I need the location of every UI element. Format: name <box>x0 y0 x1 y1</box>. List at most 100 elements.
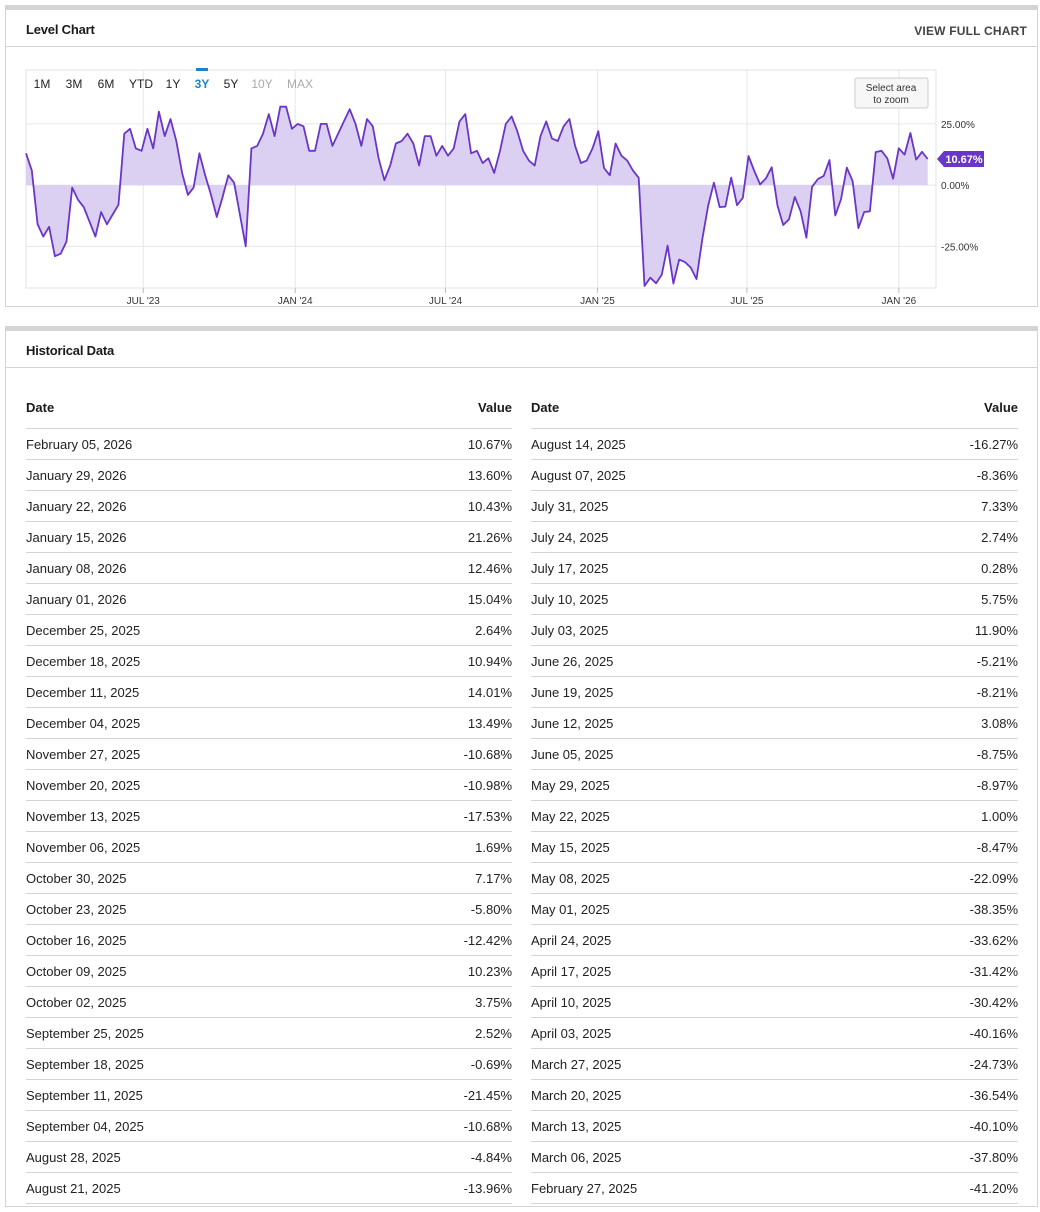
data-point <box>279 106 281 108</box>
data-point <box>915 158 917 160</box>
data-point <box>158 110 160 112</box>
view-full-chart-link[interactable]: VIEW FULL CHART <box>914 24 1027 38</box>
range-button-1y[interactable]: 1Y <box>166 77 181 91</box>
row-date: July 17, 2025 <box>531 561 609 576</box>
row-value: 12.46% <box>467 561 512 576</box>
data-point <box>112 213 114 215</box>
row-date: May 22, 2025 <box>531 809 610 824</box>
data-point <box>539 135 541 137</box>
level-chart[interactable]: 25.00% 0.00% -25.00% JUL '23 JAN '24 JUL '24 J… <box>6 47 1037 307</box>
data-point <box>123 133 125 135</box>
table-row: September 18, 2025 -0.69% <box>26 1049 512 1080</box>
row-value: -16.27% <box>969 437 1018 452</box>
data-point <box>65 240 67 242</box>
data-point <box>146 128 148 130</box>
row-value: -10.68% <box>463 747 512 762</box>
table-row: June 05, 2025 -8.75% <box>531 739 1018 770</box>
row-value: -8.97% <box>976 778 1018 793</box>
range-button-1m[interactable]: 1M <box>34 77 51 91</box>
range-button-3m[interactable]: 3M <box>66 77 83 91</box>
data-point <box>684 261 686 263</box>
table-row: September 11, 2025 -21.45% <box>26 1080 512 1111</box>
row-value: -13.96% <box>463 1181 512 1196</box>
row-date: January 01, 2026 <box>26 592 127 607</box>
zoom-hint-line-2: to zoom <box>873 95 909 106</box>
data-point <box>586 159 588 161</box>
data-point <box>724 205 726 207</box>
row-value: -0.69% <box>470 1057 512 1072</box>
data-point <box>927 158 929 160</box>
table-row: October 30, 2025 7.17% <box>26 863 512 894</box>
range-button-ytd[interactable]: YTD <box>129 77 153 91</box>
data-point <box>805 237 807 239</box>
row-date: May 01, 2025 <box>531 902 610 917</box>
table-row: April 17, 2025 -31.42% <box>531 956 1018 987</box>
table-row: November 06, 2025 1.69% <box>26 832 512 863</box>
row-value: 11.90% <box>974 623 1018 638</box>
range-button-6m[interactable]: 6M <box>98 77 115 91</box>
data-point <box>181 172 183 174</box>
data-point <box>152 147 154 149</box>
row-date: October 30, 2025 <box>26 871 127 886</box>
row-value: 10.67% <box>467 437 512 452</box>
data-point <box>418 164 420 166</box>
row-value: 10.23% <box>467 964 512 979</box>
table-row: April 10, 2025 -30.42% <box>531 987 1018 1018</box>
row-date: July 10, 2025 <box>531 592 609 607</box>
data-point <box>718 206 720 208</box>
data-point <box>129 128 131 130</box>
row-value: 3.08% <box>981 716 1018 731</box>
current-value-badge <box>937 150 984 167</box>
data-point <box>591 147 593 149</box>
table-row: June 26, 2025 -5.21% <box>531 646 1018 677</box>
row-value: -10.68% <box>463 1119 512 1134</box>
row-value: 0.28% <box>981 561 1018 576</box>
row-value: 7.33% <box>981 499 1018 514</box>
data-point <box>817 178 819 180</box>
table-row: November 20, 2025 -10.98% <box>26 770 512 801</box>
table-row: March 06, 2025 -37.80% <box>531 1142 1018 1173</box>
table-row: August 14, 2025 -16.27% <box>531 429 1018 460</box>
table-row: March 13, 2025 -40.10% <box>531 1111 1018 1142</box>
data-point <box>678 258 680 260</box>
data-point <box>614 142 616 144</box>
row-date: November 27, 2025 <box>26 747 141 762</box>
data-point <box>649 277 651 279</box>
data-point <box>580 162 582 164</box>
row-value: 2.52% <box>475 1026 512 1041</box>
table-row: December 04, 2025 13.49% <box>26 708 512 739</box>
data-point <box>192 186 194 188</box>
row-date: March 13, 2025 <box>531 1119 622 1134</box>
table-row: July 17, 2025 0.28% <box>531 553 1018 584</box>
row-value: -36.54% <box>969 1088 1018 1103</box>
row-date: August 14, 2025 <box>531 437 626 452</box>
row-value: -5.21% <box>976 654 1018 669</box>
row-value: -8.75% <box>976 747 1018 762</box>
table-header: Date Value <box>531 395 1018 429</box>
range-button-10y[interactable]: 10Y <box>251 77 272 91</box>
row-date: August 28, 2025 <box>26 1150 121 1165</box>
date-column-header: Date <box>531 400 560 415</box>
data-point <box>268 113 270 115</box>
row-value: 10.43% <box>467 499 512 514</box>
range-button-3y[interactable]: 3Y <box>195 77 210 91</box>
data-point <box>510 115 512 117</box>
range-button-max[interactable]: MAX <box>287 77 313 91</box>
y-tick-label: 25.00% <box>941 120 975 131</box>
row-value: 21.26% <box>467 530 512 545</box>
row-value: 2.74% <box>981 530 1018 545</box>
zoom-hint-line-1: Select area <box>866 83 917 94</box>
x-tick-label: JAN '24 <box>278 296 313 307</box>
data-point <box>140 150 142 152</box>
data-point <box>620 155 622 157</box>
data-point <box>823 175 825 177</box>
range-button-5y[interactable]: 5Y <box>224 77 239 91</box>
data-point <box>886 157 888 159</box>
data-point <box>285 106 287 108</box>
data-point <box>164 135 166 137</box>
data-point <box>424 135 426 137</box>
row-date: March 27, 2025 <box>531 1057 622 1072</box>
data-point <box>528 159 530 161</box>
row-value: 15.04% <box>467 592 512 607</box>
